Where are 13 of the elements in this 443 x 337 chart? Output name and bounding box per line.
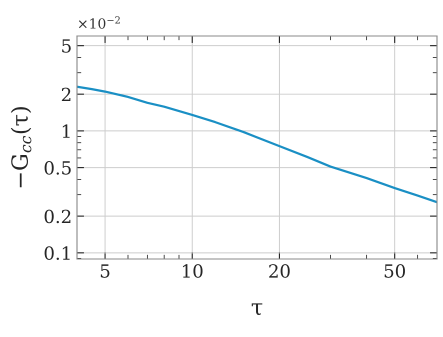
x-tick-label: 10 xyxy=(182,264,203,278)
y-tick-label: 0.5 xyxy=(44,161,71,175)
x-axis-title: τ xyxy=(252,303,262,316)
x-tick-label: 20 xyxy=(269,264,290,278)
x-tick-label: 50 xyxy=(384,264,405,278)
y-tick-label: 0.1 xyxy=(44,246,70,260)
y-tick-label: 2 xyxy=(62,88,70,102)
y-tick-label: 0.2 xyxy=(44,210,70,224)
x-tick-label: 5 xyxy=(100,264,110,278)
y-axis-title: −G$_{cc}$(τ) xyxy=(10,107,32,188)
y-tick-label: 5 xyxy=(62,39,71,53)
y-tick-label: 1 xyxy=(62,124,70,138)
text: ×10$^{−2}$ xyxy=(78,16,120,29)
